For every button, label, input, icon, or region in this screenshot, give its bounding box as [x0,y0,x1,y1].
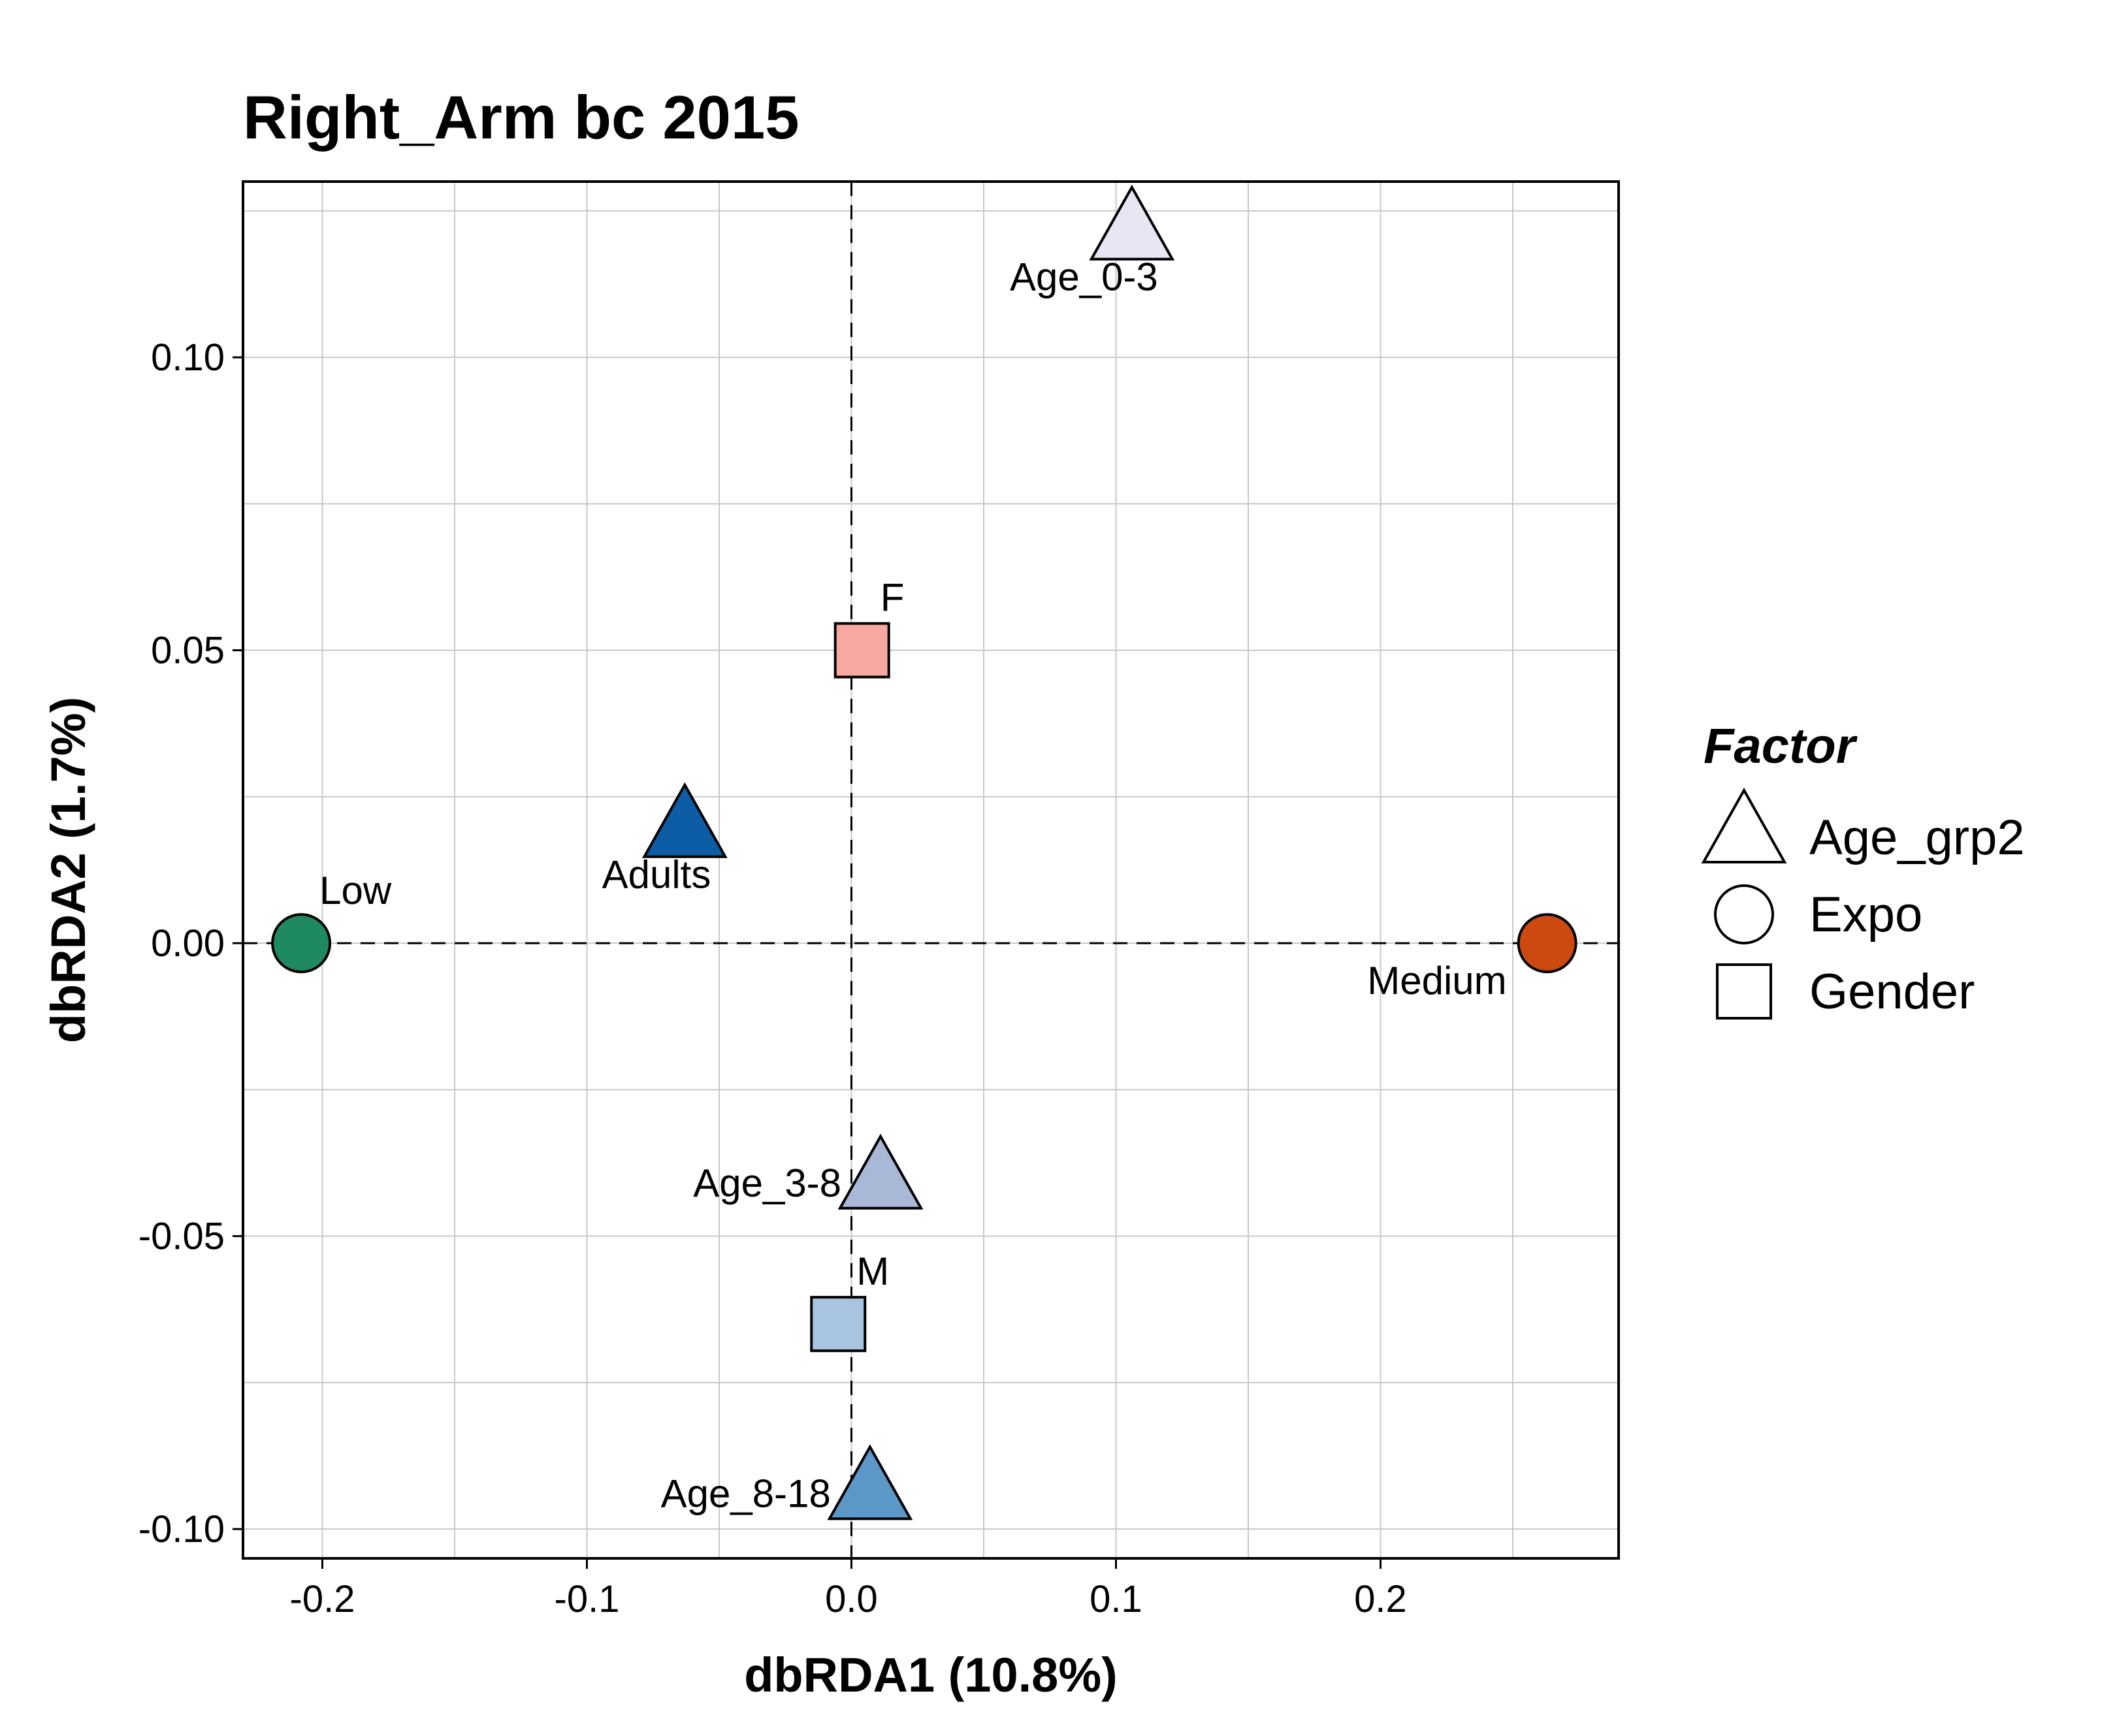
point-label: Age_3-8 [693,1161,841,1205]
y-tick-label: 0.10 [151,336,225,379]
x-tick-label: 0.2 [1354,1578,1407,1620]
point-circle [1517,913,1577,974]
point-labels: Age_0-3 F Adults Low Medium Age_3-8 M Age_8-18 [319,255,1507,1516]
point-triangle [827,1444,913,1520]
legend-items: Age_grp2 Expo Gender [1701,787,2025,1020]
x-tick-label: 0.1 [1090,1578,1142,1620]
legend-triangle-icon [1701,787,1787,863]
point-label: Low [319,869,392,912]
data-points [271,184,1577,1520]
x-axis-ticks: -0.2 -0.1 0.0 0.1 0.2 [290,1558,1407,1620]
legend-circle-icon [1714,884,1774,944]
point-label: Age_0-3 [1010,255,1158,299]
point-triangle [1089,184,1175,261]
point-square [833,622,890,679]
point-triangle [641,782,728,858]
legend-label: Gender [1809,964,1975,1020]
x-tick-label: -0.1 [555,1578,620,1620]
legend-label: Age_grp2 [1809,810,2025,865]
point-label: M [856,1249,889,1293]
point-label: Adults [602,853,711,897]
y-tick-label: -0.10 [138,1508,225,1551]
x-axis-title: dbRDA1 (10.8%) [744,1648,1118,1702]
x-tick-label: -0.2 [290,1578,355,1620]
y-axis-title: dbRDA2 (1.7%) [41,697,95,1043]
y-tick-label: -0.05 [138,1215,225,1258]
point-circle [271,913,332,974]
point-label: F [881,576,905,620]
plot-grid [243,182,1619,1558]
legend-square-icon [1716,963,1772,1020]
legend-label: Expo [1809,887,1922,942]
x-tick-label: 0.0 [825,1578,878,1620]
legend-title: Factor [1704,718,1858,774]
plot-frame [242,180,1620,1560]
point-square [810,1296,867,1353]
legend: Factor Age_grp2 Expo Gender [1701,718,2025,1020]
y-tick-label: 0.05 [151,630,225,672]
chart-title: Right_Arm bc 2015 [243,83,800,152]
reference-lines [243,182,1619,1558]
point-triangle [837,1133,924,1210]
point-label: Medium [1367,959,1506,1003]
y-tick-label: 0.00 [151,922,225,965]
y-axis-ticks: -0.10 -0.05 0.00 0.05 0.10 [138,336,243,1551]
point-label: Age_8-18 [661,1471,831,1515]
